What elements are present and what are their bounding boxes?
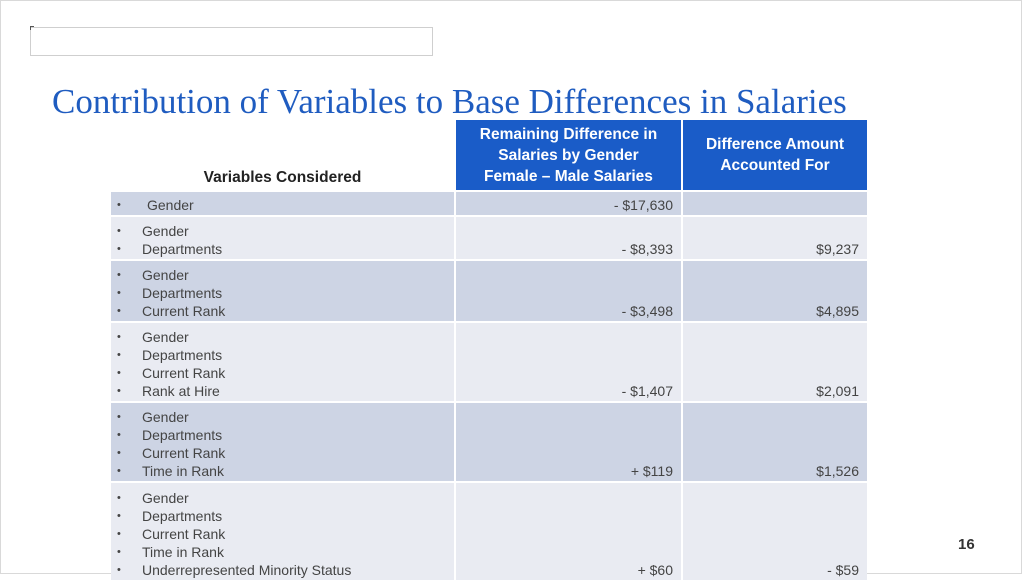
variable-item: Departments [111, 426, 454, 444]
remaining-difference-cell: + $60 [454, 481, 682, 580]
variable-item: Gender [111, 266, 454, 284]
variables-list: Gender [111, 196, 454, 214]
remaining-difference-cell: - $8,393 [454, 215, 682, 260]
header-remaining-line3: Female – Male Salaries [484, 167, 653, 185]
variable-item: Gender [111, 489, 454, 507]
variables-cell: GenderDepartmentsCurrent RankRank at Hir… [111, 321, 455, 402]
header-variables: Variables Considered [111, 120, 455, 191]
remaining-difference-cell: - $1,407 [454, 321, 682, 402]
variable-item: Current Rank [111, 525, 454, 543]
difference-accounted-cell: $9,237 [681, 215, 867, 260]
header-remaining-line2: Salaries by Gender [498, 146, 639, 164]
table-row: GenderDepartments- $8,393$9,237 [111, 215, 867, 260]
placeholder-box [30, 27, 433, 56]
variable-item: Gender [111, 196, 454, 214]
variable-item: Gender [111, 408, 454, 426]
variable-item: Departments [111, 284, 454, 302]
variable-item: Underrepresented Minority Status [111, 561, 454, 579]
page-number: 16 [958, 536, 975, 553]
variable-item: Departments [111, 346, 454, 364]
variables-cell: Gender [111, 190, 455, 216]
table-row: GenderDepartmentsCurrent RankTime in Ran… [111, 481, 867, 580]
variable-item: Current Rank [111, 444, 454, 462]
variable-item: Departments [111, 507, 454, 525]
corner-mark [30, 26, 34, 30]
variable-item: Gender [111, 328, 454, 346]
difference-accounted-cell: $4,895 [681, 259, 867, 322]
salary-table: Variables Considered Remaining Differenc… [111, 120, 867, 580]
table-row: GenderDepartmentsCurrent Rank- $3,498$4,… [111, 259, 867, 322]
slide-title: Contribution of Variables to Base Differ… [52, 82, 847, 121]
difference-accounted-cell: - $59 [681, 481, 867, 580]
variables-cell: GenderDepartmentsCurrent Rank [111, 259, 455, 322]
variable-item: Gender [111, 222, 454, 240]
variable-item: Time in Rank [111, 543, 454, 561]
table-row: Gender- $17,630 [111, 190, 867, 216]
remaining-difference-cell: - $3,498 [454, 259, 682, 322]
table-header-row: Variables Considered Remaining Differenc… [111, 120, 867, 191]
header-remaining-difference: Remaining Difference in Salaries by Gend… [454, 120, 682, 191]
remaining-difference-cell: - $17,630 [454, 190, 682, 216]
difference-accounted-cell: $1,526 [681, 401, 867, 482]
difference-accounted-cell [681, 190, 867, 216]
table-row: GenderDepartmentsCurrent RankRank at Hir… [111, 321, 867, 402]
remaining-difference-cell: + $119 [454, 401, 682, 482]
table-body: Gender- $17,630GenderDepartments- $8,393… [111, 190, 867, 580]
variables-cell: GenderDepartmentsCurrent RankTime in Ran… [111, 401, 455, 482]
variables-cell: GenderDepartments [111, 215, 455, 260]
header-difference-accounted: Difference Amount Accounted For [681, 120, 867, 191]
variable-item: Current Rank [111, 364, 454, 382]
variable-item: Time in Rank [111, 462, 454, 480]
variables-list: GenderDepartmentsCurrent RankRank at Hir… [111, 328, 454, 400]
table-row: GenderDepartmentsCurrent RankTime in Ran… [111, 401, 867, 482]
header-accounted-line1: Difference Amount [705, 136, 845, 153]
difference-accounted-cell: $2,091 [681, 321, 867, 402]
header-accounted-line2: Accounted For [720, 157, 830, 174]
variables-cell: GenderDepartmentsCurrent RankTime in Ran… [111, 481, 455, 580]
variable-item: Departments [111, 240, 454, 258]
variables-list: GenderDepartmentsCurrent RankTime in Ran… [111, 489, 454, 579]
variables-list: GenderDepartmentsCurrent Rank [111, 266, 454, 320]
variable-item: Rank at Hire [111, 382, 454, 400]
header-remaining-line1: Remaining Difference in [479, 125, 658, 143]
variable-item: Current Rank [111, 302, 454, 320]
variables-list: GenderDepartments [111, 222, 454, 258]
variables-list: GenderDepartmentsCurrent RankTime in Ran… [111, 408, 454, 480]
